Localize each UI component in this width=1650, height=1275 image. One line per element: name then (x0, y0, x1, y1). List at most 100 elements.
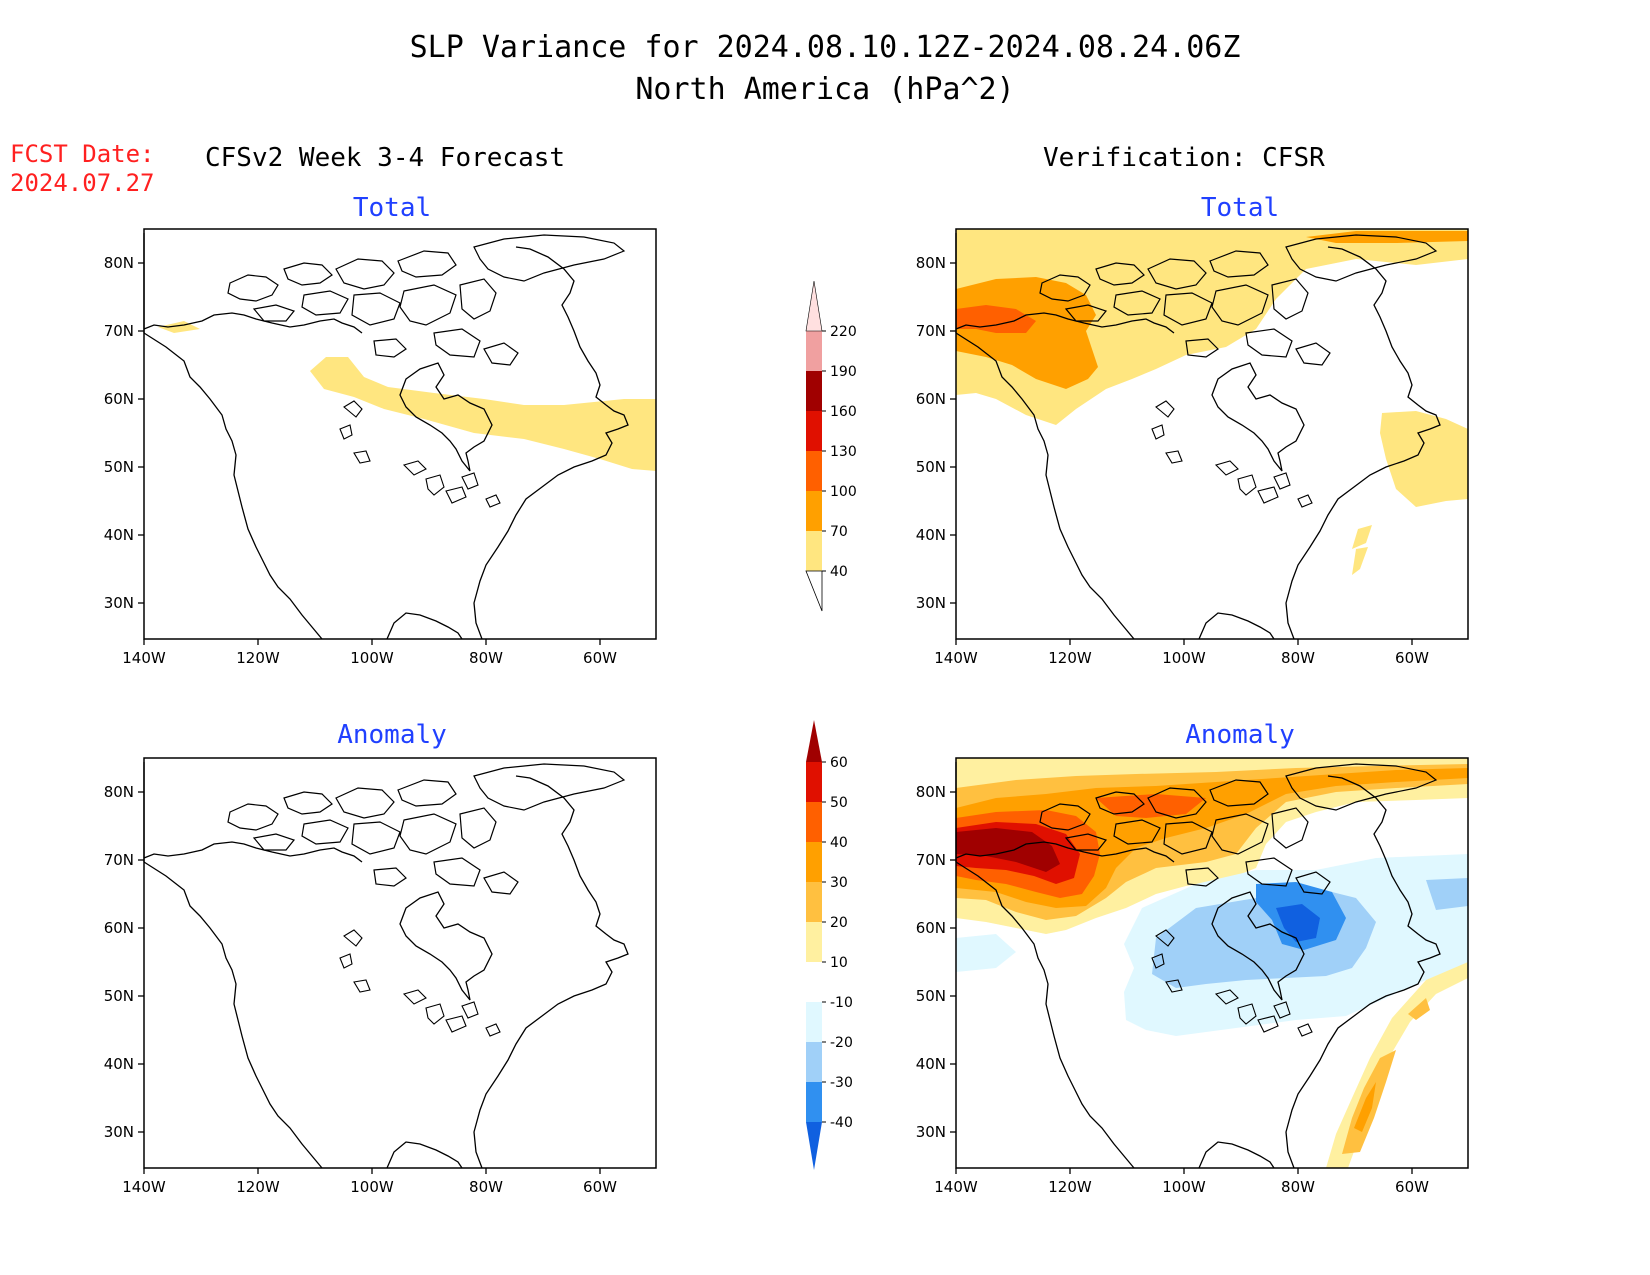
fcst-date-label: FCST Date: (10, 140, 155, 168)
colorbar-anomaly-label: 60 (830, 755, 848, 771)
lon-label: 100W (350, 649, 394, 667)
colorbar-anomaly-swatch (806, 802, 822, 842)
lat-label: 40N (916, 526, 946, 544)
colorbar-total-lower-cap (805, 570, 823, 612)
verif-anom-atlantic-30 (1354, 1082, 1376, 1132)
lat-label: 30N (916, 1123, 946, 1141)
lat-label: 60N (104, 919, 134, 937)
lon-label: 140W (934, 649, 978, 667)
right-column-title: Verification: CFSR (1043, 143, 1325, 173)
lat-label: 40N (104, 526, 134, 544)
colorbar-anomaly-swatch (806, 842, 822, 882)
colorbar-total: 40 70 100 130 160 190 220 (805, 280, 857, 612)
colorbar-total-swatch (806, 331, 822, 371)
lon-label: 140W (122, 649, 166, 667)
main-title: SLP Variance for 2024.08.10.12Z-2024.08.… (409, 30, 1241, 65)
lat-label: 50N (916, 458, 946, 476)
colorbar-anomaly-lower-cap (806, 1122, 822, 1170)
lat-label: 40N (916, 1055, 946, 1073)
colorbar-anomaly-label: -40 (830, 1115, 853, 1131)
colorbar-anomaly-label: -30 (830, 1075, 853, 1091)
colorbar-anomaly-label: 50 (830, 795, 848, 811)
lon-label: 80W (469, 1178, 503, 1196)
colorbar-total-label: 100 (830, 484, 857, 500)
lon-label: 60W (1395, 1178, 1429, 1196)
verif-anom-minus40-contour (1276, 904, 1320, 942)
colorbar-total-label: 190 (830, 364, 857, 380)
axis-labels: 80N 70N 60N 50N 40N 30N 140W 120W 100W 80W 60W 80N 7… (104, 254, 1429, 1196)
lon-label: 80W (1281, 649, 1315, 667)
lat-label: 60N (916, 919, 946, 937)
colorbar-total-cap (805, 280, 823, 332)
lat-label: 40N (104, 1055, 134, 1073)
lon-label: 120W (1048, 1178, 1092, 1196)
lon-label: 140W (934, 1178, 978, 1196)
colorbar-anomaly-label: 40 (830, 835, 848, 851)
lon-label: 60W (1395, 649, 1429, 667)
colorbar-total-label: 70 (830, 524, 848, 540)
lat-label: 60N (916, 390, 946, 408)
lat-label: 70N (104, 322, 134, 340)
colorbar-anomaly-swatch (806, 962, 822, 1002)
panel-title-verif-anomaly: Anomaly (1185, 720, 1295, 750)
lat-label: 60N (104, 390, 134, 408)
lat-label: 50N (916, 987, 946, 1005)
colorbar-anomaly: -40 -30 -20 -10 10 20 30 40 50 60 (806, 720, 853, 1170)
main-subtitle: North America (hPa^2) (635, 72, 1015, 107)
lon-label: 60W (583, 649, 617, 667)
colorbar-total-swatch (806, 451, 822, 491)
lon-label: 100W (1162, 649, 1206, 667)
lat-label: 70N (104, 851, 134, 869)
lat-label: 70N (916, 851, 946, 869)
colorbar-total-swatch (806, 411, 822, 451)
lon-label: 100W (350, 1178, 394, 1196)
lat-label: 80N (916, 783, 946, 801)
colorbar-total-label: 130 (830, 444, 857, 460)
map-fcst-total (143, 228, 657, 640)
lat-label: 50N (104, 987, 134, 1005)
lon-label: 80W (1281, 1178, 1315, 1196)
map-verif-anomaly (955, 757, 1469, 1169)
fcst-total-canada-band (310, 357, 656, 471)
lon-label: 120W (236, 649, 280, 667)
colorbar-anomaly-label: -20 (830, 1035, 853, 1051)
colorbar-total-label: 160 (830, 404, 857, 420)
colorbar-total-swatch (806, 371, 822, 411)
lon-label: 100W (1162, 1178, 1206, 1196)
colorbar-total-label: 220 (830, 324, 857, 340)
colorbar-anomaly-upper-cap (806, 720, 822, 762)
lon-label: 80W (469, 649, 503, 667)
verif-total-atlantic-contour (1380, 411, 1468, 507)
colorbar-anomaly-swatch (806, 1042, 822, 1082)
lat-label: 80N (916, 254, 946, 272)
lat-label: 30N (104, 1123, 134, 1141)
fcst-date-value: 2024.07.27 (10, 169, 155, 197)
colorbar-anomaly-label: 10 (830, 955, 848, 971)
colorbar-anomaly-label: 30 (830, 875, 848, 891)
colorbar-total-swatch (806, 531, 822, 571)
verif-anom-atlantic-20 (1342, 998, 1430, 1154)
lat-label: 80N (104, 783, 134, 801)
lat-label: 30N (916, 594, 946, 612)
colorbar-anomaly-label: 20 (830, 915, 848, 931)
colorbar-total-swatch (806, 491, 822, 531)
lat-label: 70N (916, 322, 946, 340)
colorbar-anomaly-swatch (806, 762, 822, 802)
lon-label: 60W (583, 1178, 617, 1196)
lat-label: 30N (104, 594, 134, 612)
lon-label: 120W (236, 1178, 280, 1196)
colorbar-anomaly-swatch (806, 882, 822, 922)
verif-anom-60-contour (956, 828, 1060, 872)
verif-total-gulfstream-contour (1352, 525, 1372, 575)
left-column-title: CFSv2 Week 3-4 Forecast (205, 143, 566, 173)
colorbar-anomaly-label: -10 (830, 995, 853, 1011)
lon-label: 120W (1048, 649, 1092, 667)
panel-title-fcst-anomaly: Anomaly (337, 720, 447, 750)
panel-title-verif-total: Total (1200, 193, 1280, 223)
colorbar-anomaly-swatch (806, 1082, 822, 1122)
lon-label: 140W (122, 1178, 166, 1196)
colorbar-anomaly-swatch (806, 922, 822, 962)
colorbar-total-label: 40 (830, 564, 848, 580)
map-fcst-anomaly (143, 757, 657, 1169)
